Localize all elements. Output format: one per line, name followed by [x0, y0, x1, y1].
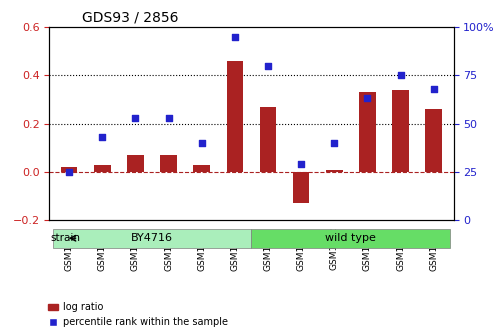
Text: GSM1640: GSM1640 [263, 227, 273, 270]
Text: GSM1642: GSM1642 [330, 227, 339, 270]
Text: GSM1629: GSM1629 [65, 227, 73, 270]
Text: GSM1630: GSM1630 [98, 227, 107, 271]
Text: GSM1631: GSM1631 [131, 227, 140, 271]
Text: GSM1633: GSM1633 [197, 227, 206, 271]
Text: GSM1643: GSM1643 [363, 227, 372, 270]
Bar [127, 155, 144, 172]
Text: GSM1641: GSM1641 [297, 227, 306, 270]
Bar [94, 165, 110, 172]
Point [396, 73, 404, 78]
Text: BY4716: BY4716 [131, 233, 173, 243]
Bar [392, 90, 409, 172]
Point [264, 63, 272, 68]
Point [231, 34, 239, 39]
Point [430, 86, 438, 91]
Text: wild type: wild type [325, 233, 376, 243]
Text: GDS93 / 2856: GDS93 / 2856 [82, 10, 178, 24]
Point [65, 169, 73, 175]
Bar [359, 92, 376, 172]
Point [330, 140, 338, 145]
Point [132, 115, 140, 121]
Point [165, 115, 173, 121]
Point [99, 134, 106, 140]
Text: GSM1648: GSM1648 [396, 227, 405, 270]
Text: GSM1639: GSM1639 [230, 227, 240, 271]
Point [297, 162, 305, 167]
Text: GSM1649: GSM1649 [429, 227, 438, 270]
FancyBboxPatch shape [53, 228, 251, 248]
FancyBboxPatch shape [251, 228, 450, 248]
Point [198, 140, 206, 145]
Text: strain: strain [50, 233, 80, 243]
Bar [425, 109, 442, 172]
Bar [227, 61, 243, 172]
Bar [293, 172, 310, 203]
Bar [61, 167, 77, 172]
Bar [260, 107, 276, 172]
Bar [326, 169, 343, 172]
Text: GSM1632: GSM1632 [164, 227, 173, 270]
Point [363, 96, 371, 101]
Bar [160, 155, 177, 172]
Legend: log ratio, percentile rank within the sample: log ratio, percentile rank within the sa… [44, 298, 232, 331]
Bar [193, 165, 210, 172]
